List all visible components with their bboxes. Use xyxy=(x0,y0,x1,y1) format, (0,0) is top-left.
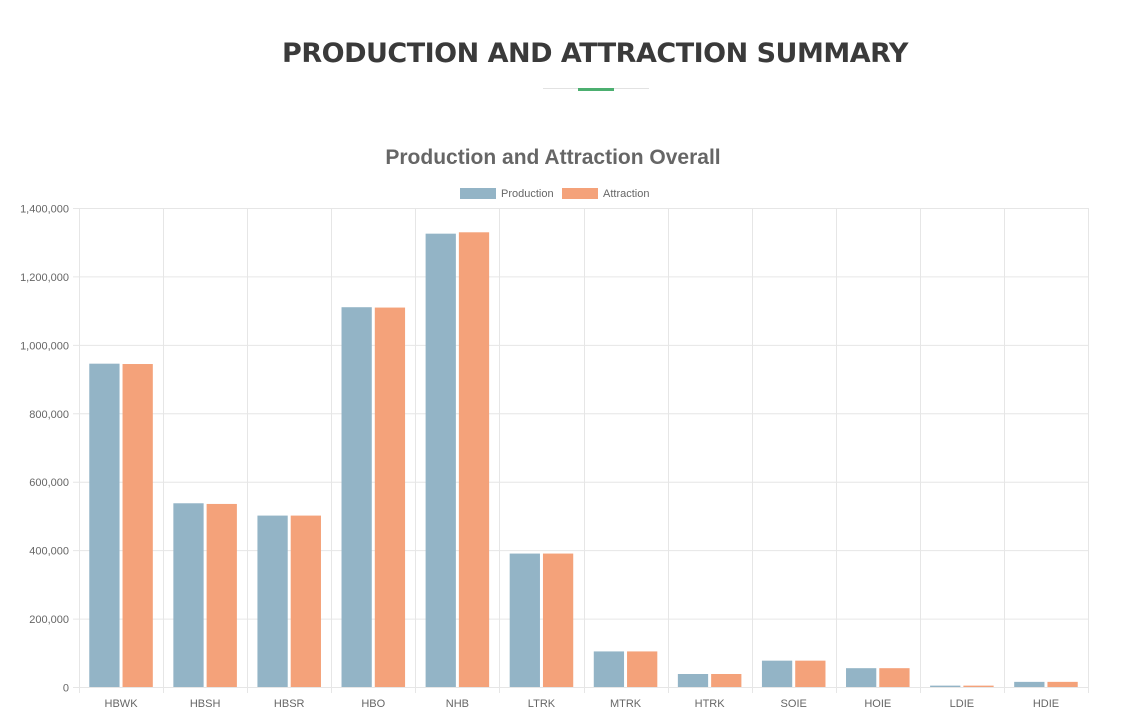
legend-label-production[interactable]: Production xyxy=(501,188,554,200)
x-tick-label: LDIE xyxy=(950,698,974,710)
y-tick-label: 400,000 xyxy=(29,546,69,558)
y-tick-label: 200,000 xyxy=(29,614,69,626)
bar-attraction-htrk[interactable] xyxy=(711,673,742,687)
chart-grid xyxy=(73,208,1089,693)
bar-attraction-hbo[interactable] xyxy=(374,307,406,687)
y-tick-label: 600,000 xyxy=(29,477,69,489)
bar-production-ldie[interactable] xyxy=(930,685,961,687)
x-axis: HBWK HBSH HBSR HBO NHB LTRK MTRK HTRK SOIE HOIE LD… xyxy=(105,698,1060,710)
chart-legend: Production Attraction xyxy=(460,188,649,200)
bar-production-htrk[interactable] xyxy=(677,673,709,687)
bar-production-ltrk[interactable] xyxy=(509,553,540,687)
bar-production-hbsr[interactable] xyxy=(257,515,288,687)
bar-attraction-nhb[interactable] xyxy=(458,232,490,687)
legend-swatch-attraction[interactable] xyxy=(562,188,598,199)
bar-attraction-mtrk[interactable] xyxy=(627,651,658,687)
bar-attraction-ltrk[interactable] xyxy=(542,553,574,687)
x-tick-label: HBSH xyxy=(190,698,221,710)
chart-title: Production and Attraction Overall xyxy=(385,146,720,169)
bar-production-mtrk[interactable] xyxy=(593,651,625,687)
x-tick-label: HTRK xyxy=(695,698,726,710)
x-tick-label: LTRK xyxy=(528,698,556,710)
y-tick-label: 1,400,000 xyxy=(20,204,69,216)
x-tick-label: HBO xyxy=(361,698,385,710)
legend-swatch-production[interactable] xyxy=(460,188,496,199)
x-tick-label: MTRK xyxy=(610,698,642,710)
bar-production-hbsh[interactable] xyxy=(173,503,204,687)
bar-production-hdie[interactable] xyxy=(1014,681,1045,687)
x-tick-label: HDIE xyxy=(1033,698,1059,710)
y-tick-label: 0 xyxy=(63,683,69,695)
y-axis: 0 200,000 400,000 600,000 800,000 1,000,000 1,… xyxy=(20,204,69,695)
bar-attraction-hbsh[interactable] xyxy=(206,503,237,687)
bar-production-hbwk[interactable] xyxy=(89,363,120,687)
bar-production-hoie[interactable] xyxy=(846,668,877,687)
bar-production-hbo[interactable] xyxy=(341,307,372,687)
legend-label-attraction[interactable]: Attraction xyxy=(603,188,649,200)
y-tick-label: 800,000 xyxy=(29,409,69,421)
x-tick-label: SOIE xyxy=(781,698,807,710)
bar-production-soie[interactable] xyxy=(761,660,793,687)
y-tick-label: 1,000,000 xyxy=(20,340,69,352)
y-tick-label: 1,200,000 xyxy=(20,272,69,284)
x-tick-label: HBWK xyxy=(105,698,139,710)
bar-attraction-hbwk[interactable] xyxy=(122,364,153,687)
x-tick-label: HBSR xyxy=(274,698,305,710)
bar-attraction-hoie[interactable] xyxy=(879,668,910,687)
bar-attraction-hbsr[interactable] xyxy=(290,515,321,687)
page-title: PRODUCTION AND ATTRACTION SUMMARY xyxy=(282,38,908,69)
title-accent-bar xyxy=(578,88,614,91)
bar-attraction-soie[interactable] xyxy=(795,660,826,687)
bar-attraction-hdie[interactable] xyxy=(1047,681,1078,687)
bar-attraction-ldie[interactable] xyxy=(963,685,994,687)
x-tick-label: HOIE xyxy=(864,698,891,710)
bar-production-nhb[interactable] xyxy=(425,233,456,688)
x-tick-label: NHB xyxy=(446,698,469,710)
chart-bars xyxy=(89,232,1078,688)
